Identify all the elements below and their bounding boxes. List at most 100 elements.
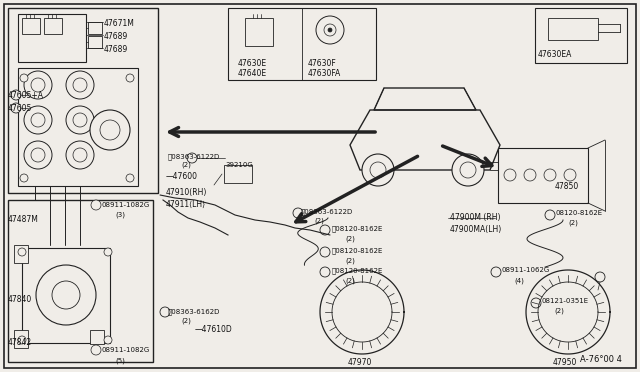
Bar	[548, 18, 598, 40]
Text: 47900M (RH): 47900M (RH)	[450, 213, 500, 222]
Circle shape	[73, 113, 87, 127]
Circle shape	[126, 74, 134, 82]
Text: 47689: 47689	[104, 32, 128, 41]
Bar	[22, 18, 40, 34]
Circle shape	[11, 103, 21, 113]
Bar	[90, 330, 104, 344]
Text: ⒲08120-8162E: ⒲08120-8162E	[332, 225, 383, 232]
Circle shape	[20, 174, 28, 182]
Text: 47970: 47970	[348, 358, 372, 367]
Text: 47605+A: 47605+A	[8, 91, 44, 100]
Bar	[8, 8, 158, 193]
Circle shape	[91, 200, 101, 210]
Circle shape	[545, 210, 555, 220]
Circle shape	[24, 71, 52, 99]
Text: A-76°00 4: A-76°00 4	[580, 355, 622, 364]
Text: Ⓝ08363-6122D: Ⓝ08363-6122D	[168, 153, 220, 160]
Text: 47840: 47840	[8, 295, 32, 304]
Text: 08911-1062G: 08911-1062G	[502, 267, 550, 273]
Circle shape	[104, 336, 112, 344]
Circle shape	[370, 162, 386, 178]
Text: Ⓝ08363-6122D: Ⓝ08363-6122D	[301, 208, 353, 215]
Circle shape	[73, 78, 87, 92]
Circle shape	[564, 169, 576, 181]
Text: (2): (2)	[181, 162, 191, 169]
Text: 08911-1082G: 08911-1082G	[102, 202, 150, 208]
Circle shape	[531, 298, 541, 308]
Circle shape	[126, 174, 134, 182]
Text: 08911-1082G: 08911-1082G	[102, 347, 150, 353]
Circle shape	[524, 169, 536, 181]
Circle shape	[595, 272, 605, 282]
Text: 08120-8162E: 08120-8162E	[556, 210, 603, 216]
Circle shape	[31, 148, 45, 162]
Circle shape	[11, 90, 21, 100]
Circle shape	[66, 71, 94, 99]
Text: 47605: 47605	[8, 104, 33, 113]
Circle shape	[316, 16, 344, 44]
Text: —47600: —47600	[166, 172, 198, 181]
Text: 47640E: 47640E	[238, 69, 267, 78]
Text: 47630F: 47630F	[308, 59, 337, 68]
Text: (2): (2)	[568, 220, 578, 227]
Text: ⒲08120-8162E: ⒲08120-8162E	[332, 267, 383, 274]
Circle shape	[24, 141, 52, 169]
Circle shape	[66, 141, 94, 169]
Circle shape	[320, 247, 330, 257]
Circle shape	[187, 153, 197, 163]
Text: 47671M: 47671M	[104, 19, 135, 28]
Text: 47910(RH): 47910(RH)	[166, 188, 207, 197]
Circle shape	[100, 120, 120, 140]
Bar	[498, 148, 588, 203]
Text: (2): (2)	[345, 277, 355, 283]
Text: 47911⟨LH⟩: 47911⟨LH⟩	[166, 200, 206, 209]
Circle shape	[91, 345, 101, 355]
Circle shape	[18, 248, 26, 256]
Circle shape	[20, 74, 28, 82]
Text: (2): (2)	[314, 218, 324, 224]
Bar	[535, 8, 627, 63]
Text: (2): (2)	[345, 257, 355, 263]
Text: 39210G: 39210G	[225, 162, 253, 168]
Text: (3): (3)	[115, 212, 125, 218]
Text: 47630EA: 47630EA	[538, 50, 572, 59]
Circle shape	[293, 208, 303, 218]
Text: (4): (4)	[514, 277, 524, 283]
Circle shape	[31, 78, 45, 92]
Bar	[18, 14, 86, 62]
Text: 47630E: 47630E	[238, 59, 267, 68]
Text: 47900MA(LH): 47900MA(LH)	[450, 225, 502, 234]
Circle shape	[328, 28, 332, 32]
Circle shape	[36, 265, 96, 325]
Bar	[8, 200, 153, 362]
Circle shape	[320, 267, 330, 277]
Bar	[18, 68, 138, 186]
Text: 08121-0351E: 08121-0351E	[542, 298, 589, 304]
Text: Ⓝ08363-6162D: Ⓝ08363-6162D	[168, 308, 220, 315]
Circle shape	[66, 106, 94, 134]
Circle shape	[18, 336, 26, 344]
Text: 47689: 47689	[104, 45, 128, 54]
Text: —47610D: —47610D	[195, 325, 233, 334]
Circle shape	[452, 154, 484, 186]
Circle shape	[104, 248, 112, 256]
Circle shape	[31, 113, 45, 127]
Text: ⒲08120-8162E: ⒲08120-8162E	[332, 247, 383, 254]
Bar	[224, 165, 252, 183]
Text: (2): (2)	[554, 308, 564, 314]
Bar	[88, 22, 102, 34]
Bar	[22, 248, 110, 343]
Circle shape	[504, 169, 516, 181]
Text: 47842: 47842	[8, 338, 32, 347]
Circle shape	[544, 169, 556, 181]
Text: (5): (5)	[115, 357, 125, 363]
Circle shape	[24, 106, 52, 134]
Bar	[14, 245, 28, 263]
Circle shape	[52, 281, 80, 309]
Bar	[44, 18, 62, 34]
Bar	[88, 36, 102, 48]
Text: 47487M: 47487M	[8, 215, 39, 224]
Circle shape	[73, 148, 87, 162]
Circle shape	[491, 267, 501, 277]
Circle shape	[362, 154, 394, 186]
